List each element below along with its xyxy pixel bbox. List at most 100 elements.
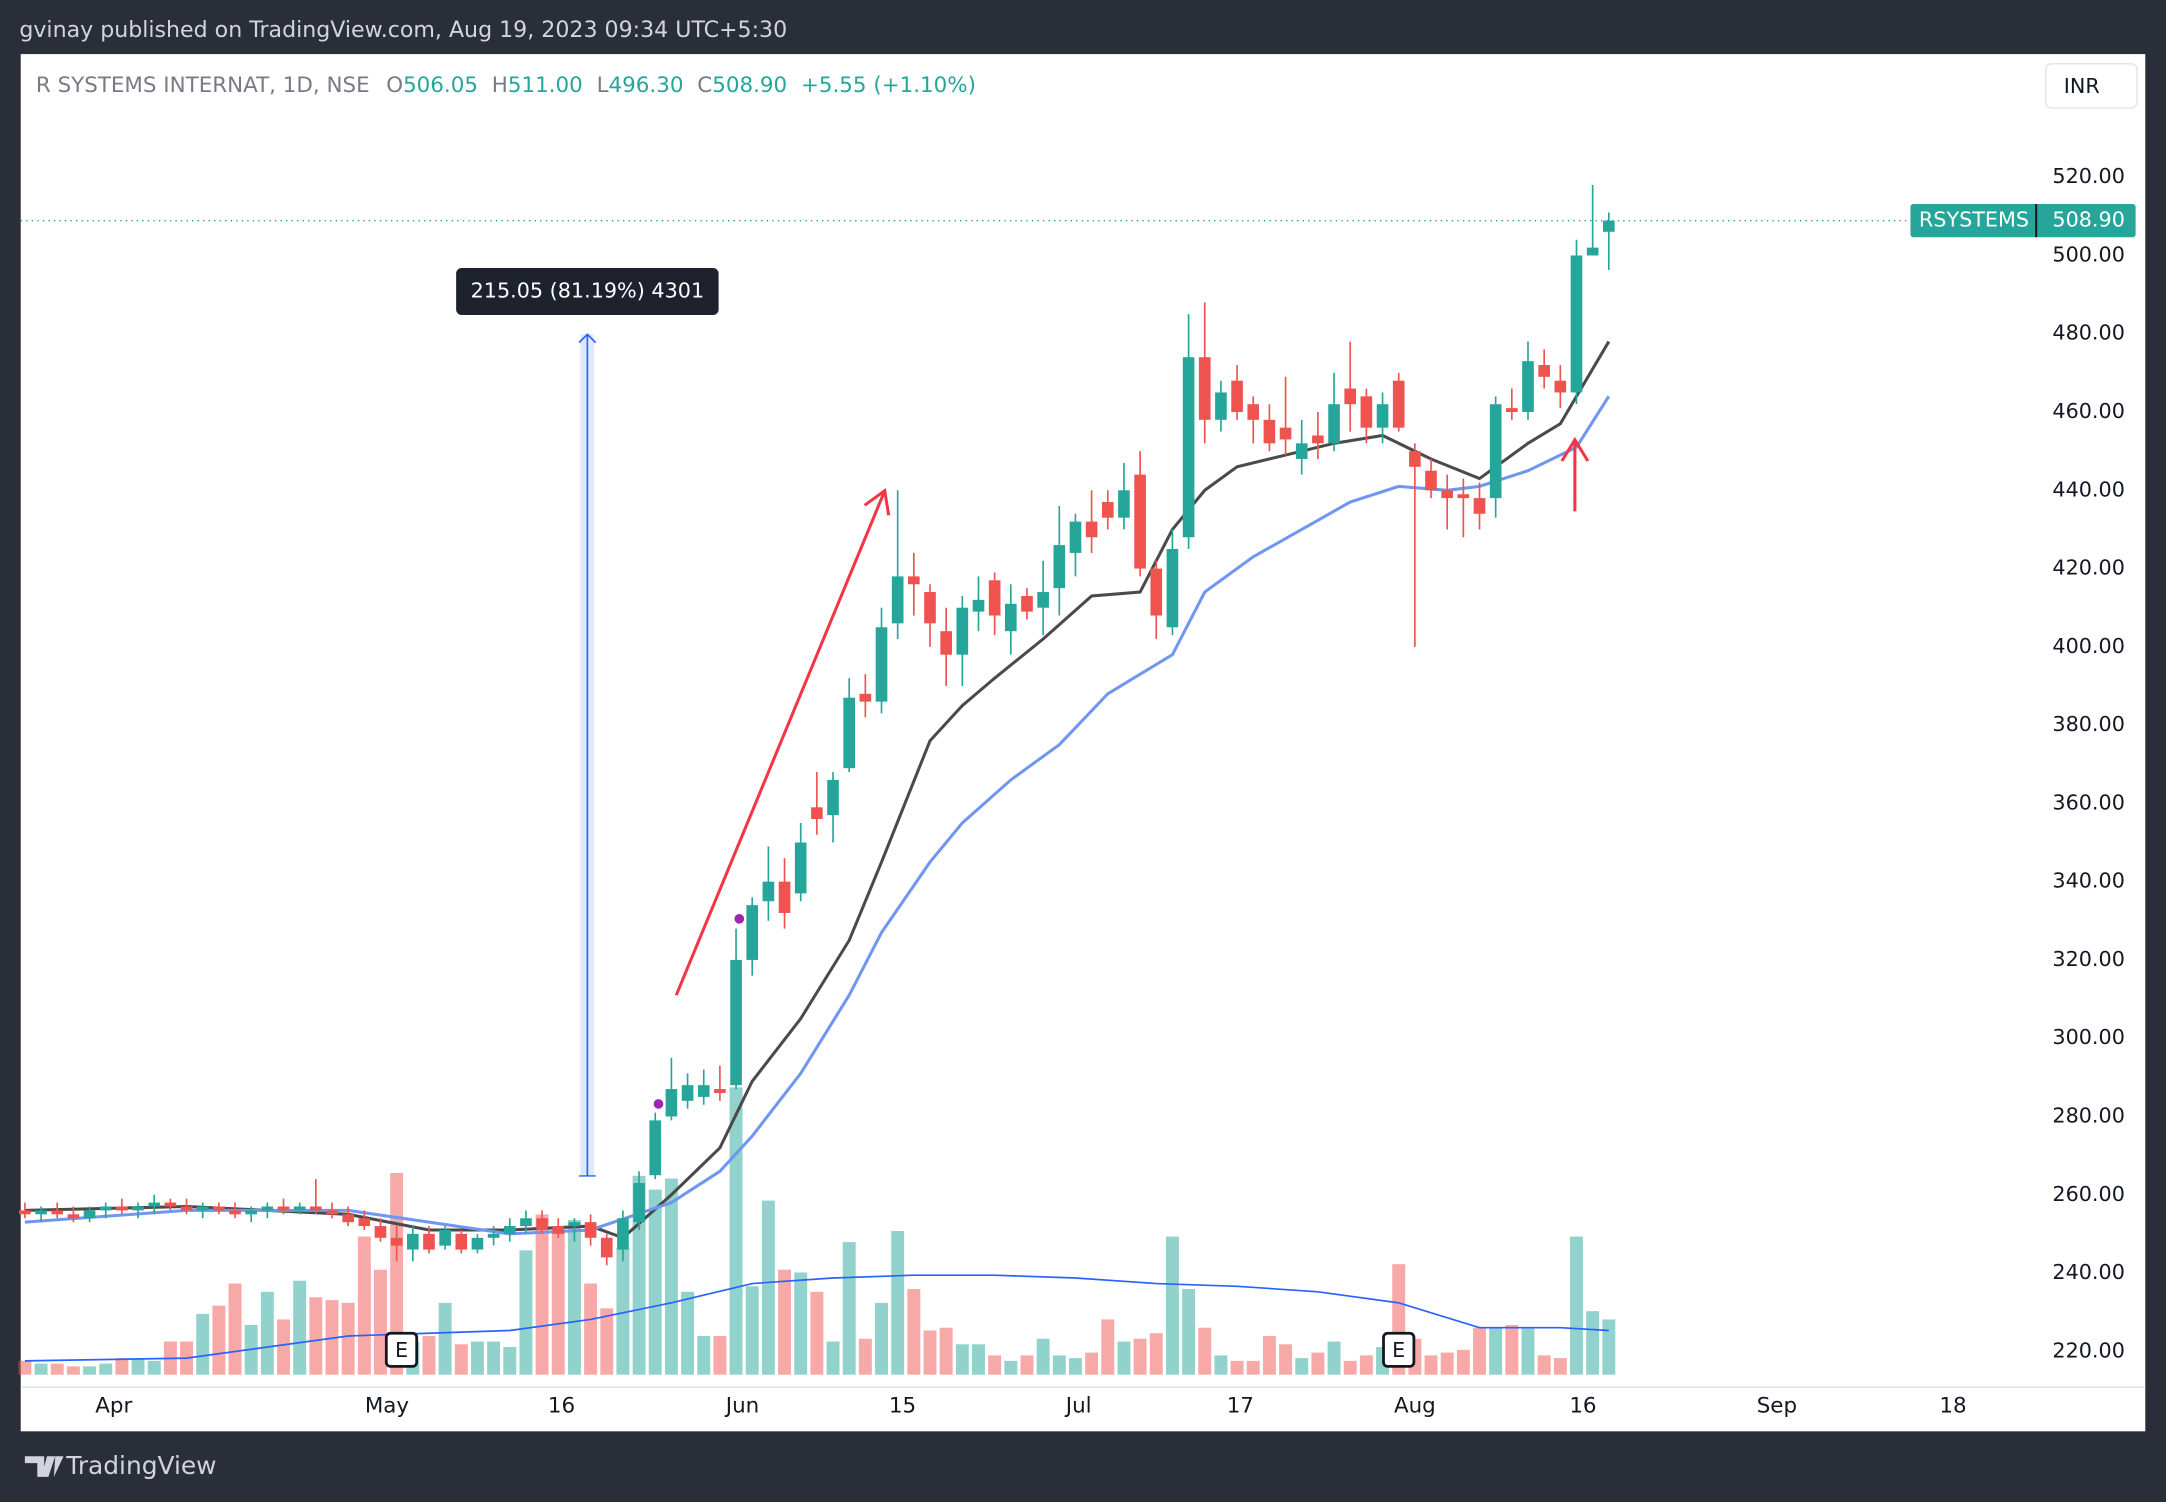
candle-body [1198,357,1211,420]
symbol: R SYSTEMS INTERNAT, 1D, NSE [36,73,370,98]
measure-label: 215.05 (81.19%) 4301 [471,279,705,303]
volume-bar [923,1330,937,1375]
volume-bar [374,1269,387,1375]
volume-bar [939,1327,953,1375]
candle-body [762,881,775,902]
moving-average [24,340,1611,1240]
candle-body [99,1206,112,1211]
candle-body [1360,396,1373,428]
volume-bar [1214,1355,1228,1375]
currency-label[interactable]: INR [2064,74,2100,98]
x-tick-label: Apr [95,1393,132,1418]
volume-bar [147,1360,161,1375]
candle-body [342,1214,354,1223]
volume-bar [1570,1236,1583,1375]
volume-bar [713,1336,727,1375]
volume-bar [1473,1327,1486,1375]
volume-bar [470,1341,484,1375]
measure-label-box [456,268,719,315]
event-label: E [1392,1338,1405,1362]
candle-body [1441,490,1454,499]
y-tick-label: 280.00 [2052,1103,2125,1127]
x-tick-label: 16 [548,1393,575,1418]
candle-body [116,1206,128,1211]
candle-body [35,1210,47,1215]
volume-bar [293,1280,307,1375]
price-tag-symbol: RSYSTEMS [1919,208,2029,232]
volume-bar [212,1305,226,1375]
candle-body [132,1206,144,1211]
candle-body [600,1237,613,1258]
candle-body [293,1206,306,1211]
y-tick-label: 340.00 [2052,869,2125,893]
volume-bar [972,1344,985,1375]
volume-bar [519,1250,533,1375]
x-tick-label: Jul [1064,1393,1092,1418]
volume-bar [99,1363,113,1375]
candle-body [1602,220,1615,232]
volume-bar [842,1242,856,1375]
volume-bar [422,1336,436,1375]
volume-bar [535,1214,549,1375]
candle-body [1538,365,1550,377]
candle-body [1118,490,1130,518]
volume-bar [1101,1319,1115,1375]
candle-body [568,1222,581,1227]
candle-body [261,1206,274,1211]
ohlc-value: 508.90 [712,73,787,98]
candle-body [633,1183,645,1223]
ohlc-key: C [697,73,712,98]
volume-bar [34,1363,48,1375]
candle-body [730,959,742,1086]
volume-bar [1262,1336,1276,1375]
volume-bar [907,1289,921,1375]
volume-bar [1182,1289,1196,1375]
currency-button[interactable] [2045,63,2138,109]
candle-body [1473,498,1486,514]
candle-body [19,1210,31,1215]
y-tick-label: 380.00 [2052,712,2125,736]
candle-body [1344,388,1357,405]
y-tick-label: 520.00 [2052,164,2125,188]
volume-bar [1602,1319,1616,1375]
candle-body [1586,247,1599,256]
candle-body [649,1120,662,1176]
legend: R SYSTEMS INTERNAT, 1D, NSE O506.05 H511.0… [36,73,976,98]
volume-bar [309,1297,323,1375]
candle-body [1150,568,1163,616]
candle-body [875,627,888,702]
volume-bar [1505,1324,1519,1375]
volume-bar [1537,1355,1551,1375]
volume-bar [1246,1360,1260,1375]
ohlc-key: H [492,73,508,98]
candle-body [1295,443,1308,459]
candle-body [520,1218,532,1227]
event-box [384,1331,419,1368]
candle-body [326,1210,338,1215]
x-tick-label: Jun [724,1393,759,1418]
candle-body [277,1206,290,1211]
volume-bar [584,1283,598,1375]
candle-body [180,1206,193,1211]
candle-body [1053,545,1066,589]
y-tick-label: 480.00 [2052,321,2125,345]
candle-body [859,693,872,702]
signal-dot [653,1099,664,1109]
volume-bar [1279,1344,1293,1375]
candle-body [1409,451,1421,467]
candle-body [1522,361,1534,413]
ohlc-value: 511.00 [508,73,583,98]
measure-head [578,333,597,344]
y-tick-label: 320.00 [2052,947,2125,971]
x-tick-label: 18 [1939,1393,1966,1418]
volume-bar [83,1366,97,1375]
plot-background [20,54,2146,1432]
y-tick-label: 240.00 [2052,1260,2125,1284]
volume-bar [778,1269,792,1375]
candle-body [1101,502,1114,518]
volume-bar [600,1308,614,1375]
ohlc-value: 506.05 [403,73,478,98]
x-tick-label: Aug [1394,1393,1436,1418]
candle-body [164,1202,177,1207]
